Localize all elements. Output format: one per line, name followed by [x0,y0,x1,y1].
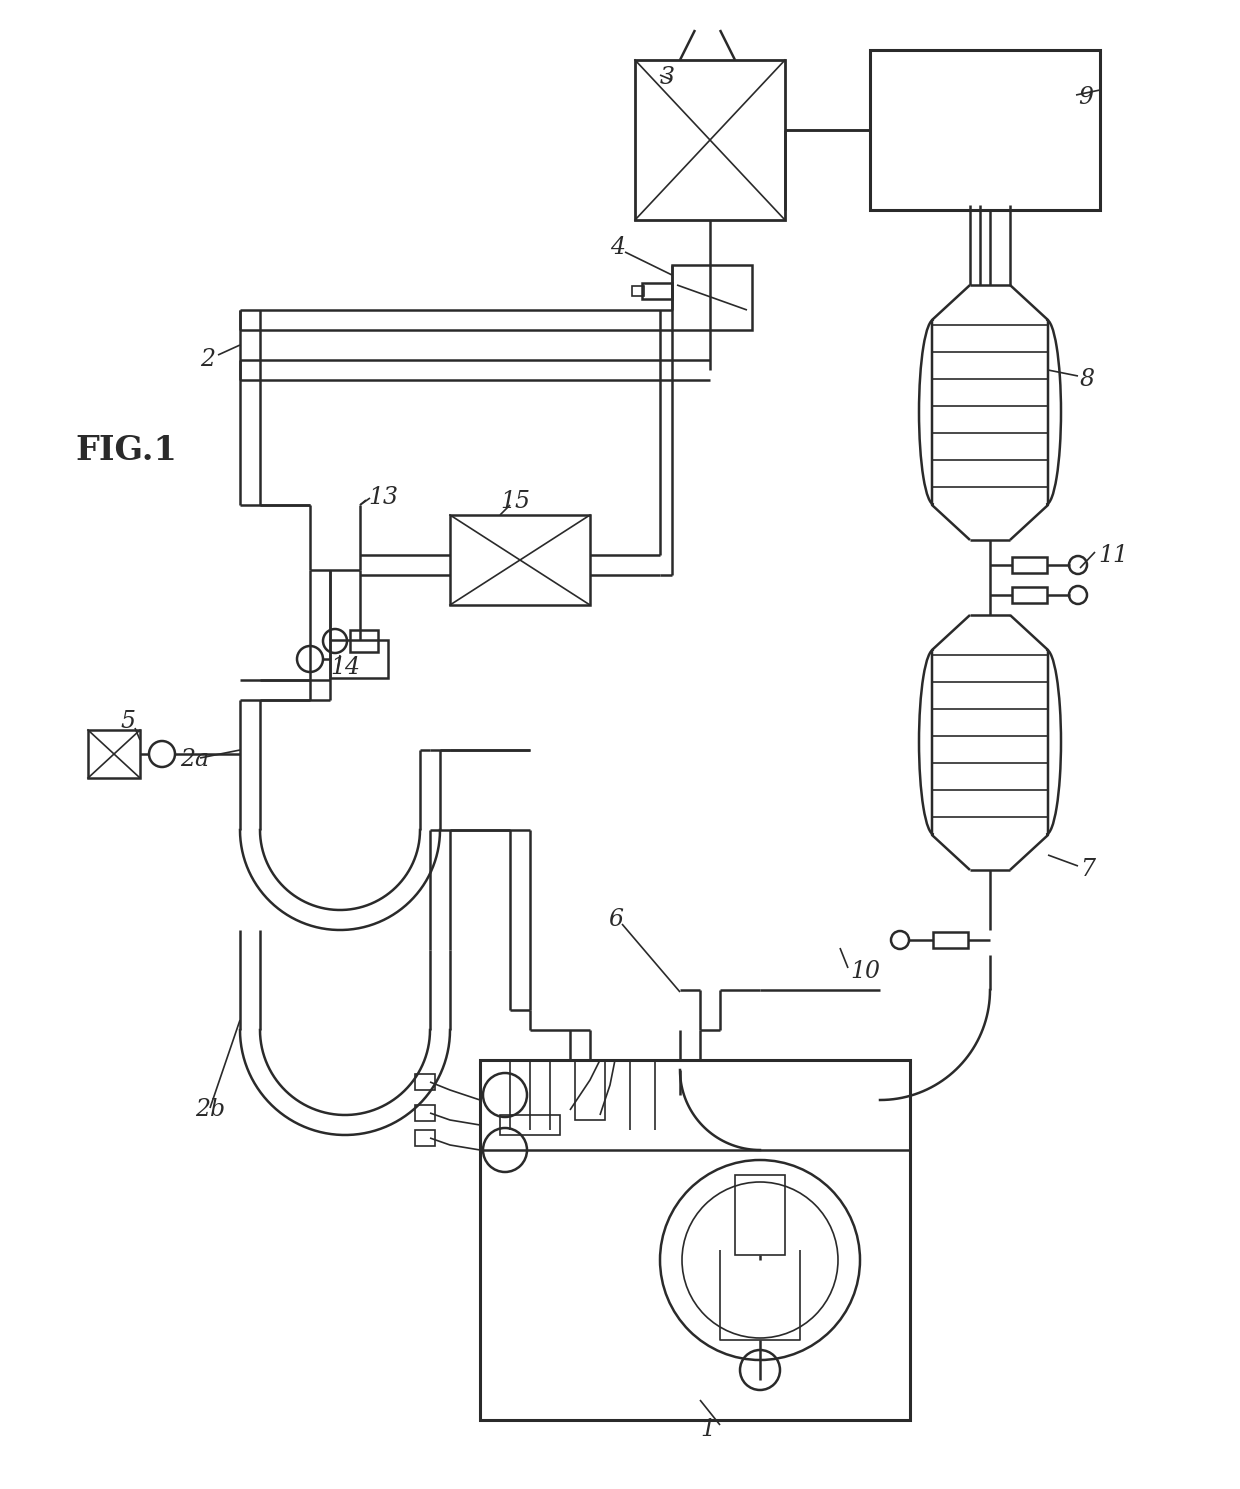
Bar [500,1115,560,1135]
Bar [330,640,388,677]
Text: 1: 1 [701,1419,715,1441]
Bar [932,932,968,948]
Text: 8: 8 [1080,368,1095,392]
Text: 14: 14 [330,657,360,679]
Bar [635,60,785,220]
Text: 2a: 2a [180,749,210,771]
Bar [415,1105,435,1121]
Text: 5: 5 [120,710,135,734]
Bar [870,51,1100,210]
Text: 10: 10 [849,960,880,984]
Bar [480,1060,910,1421]
Text: 2: 2 [200,348,215,371]
Bar [415,1074,435,1090]
Text: 13: 13 [368,487,398,509]
Text: 9: 9 [1078,86,1092,110]
Text: 11: 11 [1097,543,1128,566]
Text: 7: 7 [1080,859,1095,881]
Bar [1012,557,1047,573]
Bar [480,1060,910,1150]
Bar [415,1130,435,1147]
Text: FIG.1: FIG.1 [74,433,177,466]
Bar [88,730,140,777]
Bar [672,265,751,331]
Text: 6: 6 [608,908,622,932]
Text: 15: 15 [500,490,529,514]
Text: 4: 4 [610,237,625,259]
Bar [1012,587,1047,603]
Text: 3: 3 [660,67,675,89]
Bar [642,283,672,299]
Bar [632,286,644,296]
Bar [450,515,590,605]
Bar [735,1175,785,1255]
Bar [350,630,378,652]
Text: 2b: 2b [195,1099,226,1121]
Bar [575,1060,605,1120]
